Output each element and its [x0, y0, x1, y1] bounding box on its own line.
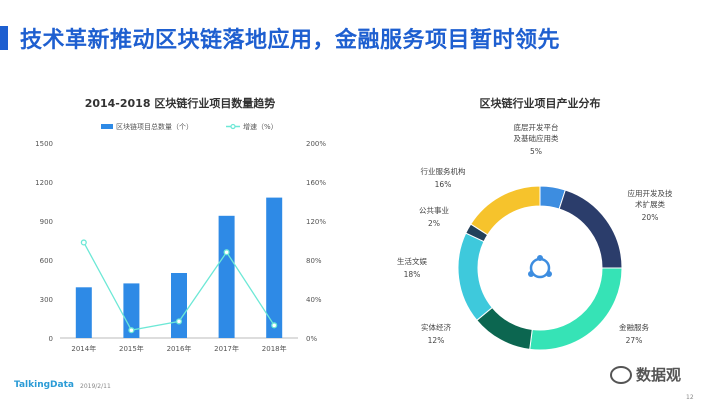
x-tick-label: 2014年: [71, 344, 96, 353]
donut-slice-label: 金融服务: [619, 322, 649, 332]
x-tick-label: 2015年: [119, 344, 144, 353]
growth-point: [271, 322, 278, 329]
network-icon-node: [528, 271, 534, 277]
y-left-tick-label: 900: [40, 218, 53, 226]
donut-slice-percent: 5%: [530, 147, 542, 156]
x-tick-label: 2017年: [214, 344, 239, 353]
talkingdata-logo: TalkingData: [14, 380, 74, 390]
y-left-tick-label: 1500: [35, 140, 53, 148]
slide-title: 技术革新推动区块链落地应用，金融服务项目暂时领先: [20, 28, 561, 53]
y-left-tick-label: 600: [40, 257, 53, 265]
donut-slice-percent: 18%: [404, 270, 421, 279]
network-icon-node: [546, 271, 552, 277]
y-left-tick-label: 1200: [35, 179, 53, 187]
title-accent-bar: [0, 26, 8, 50]
legend-line-label: 增速（%）: [243, 122, 278, 131]
y-right-tick-label: 80%: [306, 257, 322, 265]
bar: [218, 215, 235, 338]
y-right-tick-label: 160%: [306, 179, 326, 187]
wechat-icon: [610, 365, 632, 384]
y-right-tick-label: 120%: [306, 218, 326, 226]
donut-slice-label: 公共事业: [419, 205, 449, 215]
legend-bar-label: 区块链项目总数量（个）: [116, 122, 193, 131]
growth-point: [223, 249, 230, 256]
bar: [123, 283, 140, 338]
network-icon-node: [537, 255, 543, 261]
bar: [171, 273, 187, 338]
donut-chart-title: 区块链行业项目产业分布: [480, 96, 601, 110]
footer-date: 2019/2/11: [80, 383, 111, 390]
donut-slice-label: 及基础应用类: [514, 133, 559, 143]
growth-point: [80, 239, 87, 246]
donut-slice-percent: 2%: [428, 219, 440, 228]
watermark: 数据观: [610, 364, 681, 385]
donut-slice: [529, 267, 623, 351]
y-left-tick-label: 0: [49, 335, 53, 343]
watermark-text: 数据观: [636, 366, 682, 384]
bar-chart-title: 2014-2018 区块链行业项目数量趋势: [85, 96, 276, 110]
donut-slice: [558, 189, 623, 269]
y-right-tick-label: 40%: [306, 296, 322, 304]
legend-bar-swatch: [101, 124, 113, 129]
x-tick-label: 2018年: [262, 344, 287, 353]
donut-slice: [470, 185, 541, 236]
y-right-tick-label: 200%: [306, 140, 326, 148]
donut-slice-percent: 27%: [626, 336, 643, 345]
donut-slice-percent: 16%: [435, 180, 452, 189]
donut-slice-label: 实体经济: [421, 322, 451, 332]
y-left-tick-label: 300: [40, 296, 53, 304]
bar: [75, 287, 92, 338]
donut-slice-percent: 20%: [642, 213, 659, 222]
y-right-tick-label: 0%: [306, 335, 317, 343]
legend-line-marker: [230, 123, 236, 130]
donut-slice-percent: 12%: [428, 336, 445, 345]
donut-slice-label: 术扩展类: [635, 199, 665, 209]
donut-slice-label: 生活文娱: [397, 256, 427, 266]
donut-slice-label: 底层开发平台: [514, 122, 559, 132]
growth-point: [128, 327, 135, 334]
page-number: 12: [686, 394, 694, 401]
donut-slice: [457, 232, 493, 321]
growth-point: [175, 318, 183, 325]
x-tick-label: 2016年: [167, 344, 192, 353]
donut-slice-label: 应用开发及技: [628, 188, 673, 198]
donut-slice-label: 行业服务机构: [421, 166, 466, 176]
bar: [266, 197, 283, 338]
